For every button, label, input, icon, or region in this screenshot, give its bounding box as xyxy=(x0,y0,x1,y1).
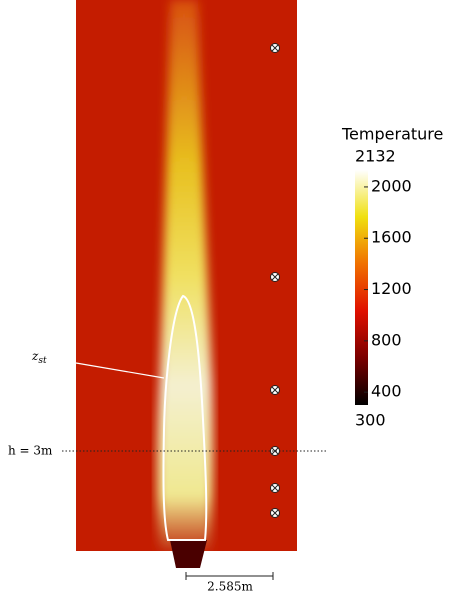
colorbar-tick-label: 400 xyxy=(371,382,402,401)
colorbar-max: 2132 xyxy=(355,147,396,166)
field xyxy=(76,0,297,568)
probes xyxy=(270,43,280,518)
colorbar-tick-label: 2000 xyxy=(371,176,412,195)
scale-label: 2.585m xyxy=(207,580,253,594)
height-label: h = 3m xyxy=(8,444,53,458)
colorbar-min: 300 xyxy=(355,411,386,430)
colorbar-tick-label: 1200 xyxy=(371,279,412,298)
colorbar-tick-label: 1600 xyxy=(371,228,412,247)
contour-label: zst xyxy=(31,349,47,366)
colorbar xyxy=(355,170,368,405)
colorbar-tick-label: 800 xyxy=(371,330,402,349)
contour-pointer xyxy=(75,362,165,379)
colorbar-title: Temperature xyxy=(341,125,443,144)
scale-bar xyxy=(185,572,274,580)
